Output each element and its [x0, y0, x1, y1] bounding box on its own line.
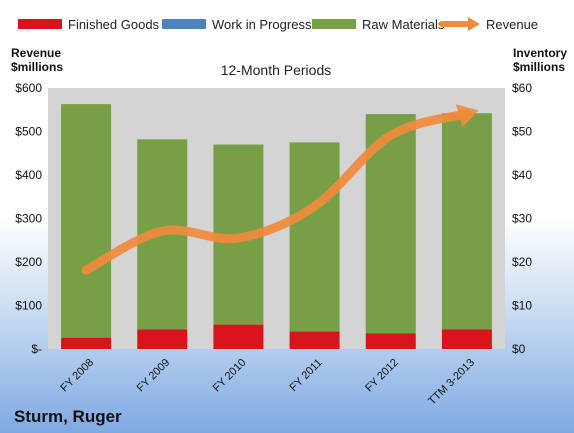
left-tick-label: $300	[15, 212, 42, 226]
bar-raw-materials	[441, 113, 492, 330]
left-axis-title-line1: Revenue	[11, 46, 61, 60]
bar-finished-goods	[441, 329, 492, 349]
x-tick-label: FY 2010	[211, 357, 249, 395]
bars	[61, 104, 492, 349]
legend-swatch	[312, 19, 356, 29]
revenue-arrowhead	[455, 104, 479, 128]
left-tick-label: $500	[15, 125, 42, 139]
legend-label: Work in Progress	[212, 17, 312, 32]
legend: Finished Goods Work in Progress Raw Materi…	[18, 17, 538, 32]
bar-finished-goods	[213, 324, 264, 349]
left-tick-label: $600	[15, 81, 42, 95]
right-tick-label: $30	[512, 212, 532, 226]
right-axis-title-line2: $millions	[513, 60, 565, 74]
left-axis-ticks: $- $100 $200 $300 $400 $500 $600	[15, 81, 42, 356]
x-axis-labels: FY 2008 FY 2009 FY 2010 FY 2011 FY 2012 TTM 3…	[58, 357, 477, 408]
plot-area	[48, 88, 505, 349]
bar-finished-goods	[289, 331, 340, 349]
right-tick-label: $60	[512, 81, 532, 95]
revenue-series-line	[81, 109, 472, 275]
bar-raw-materials	[289, 142, 340, 332]
left-axis-title-line2: $millions	[11, 60, 63, 74]
x-tick-label: TTM 3-2013	[426, 357, 477, 408]
left-tick-label: $400	[15, 168, 42, 182]
legend-swatch	[162, 19, 206, 29]
right-tick-label: $40	[512, 168, 532, 182]
legend-label: Finished Goods	[68, 17, 160, 32]
right-tick-label: $20	[512, 255, 532, 269]
legend-label: Revenue	[486, 17, 538, 32]
left-tick-label: $200	[15, 255, 42, 269]
legend-label: Raw Materials	[362, 17, 445, 32]
left-tick-label: $100	[15, 299, 42, 313]
bar-raw-materials	[61, 104, 112, 338]
bar-finished-goods	[365, 333, 416, 349]
right-tick-label: $0	[512, 342, 526, 356]
left-tick-label: $-	[31, 342, 42, 356]
bar-finished-goods	[61, 337, 112, 349]
right-tick-label: $50	[512, 125, 532, 139]
x-tick-label: FY 2011	[288, 357, 325, 394]
right-tick-label: $10	[512, 299, 532, 313]
right-axis-ticks: $0 $10 $20 $30 $40 $50 $60	[512, 81, 532, 356]
right-axis-title-line1: Inventory	[513, 46, 567, 60]
chart-title: 12-Month Periods	[221, 62, 332, 78]
revenue-line	[81, 104, 479, 275]
legend-swatch	[18, 19, 62, 29]
x-tick-label: FY 2012	[363, 357, 401, 395]
company-name: Sturm, Ruger	[14, 407, 122, 426]
x-tick-label: FY 2009	[135, 357, 173, 395]
bar-finished-goods	[137, 329, 188, 349]
legend-arrow-icon	[468, 17, 480, 31]
x-tick-label: FY 2008	[58, 357, 96, 395]
